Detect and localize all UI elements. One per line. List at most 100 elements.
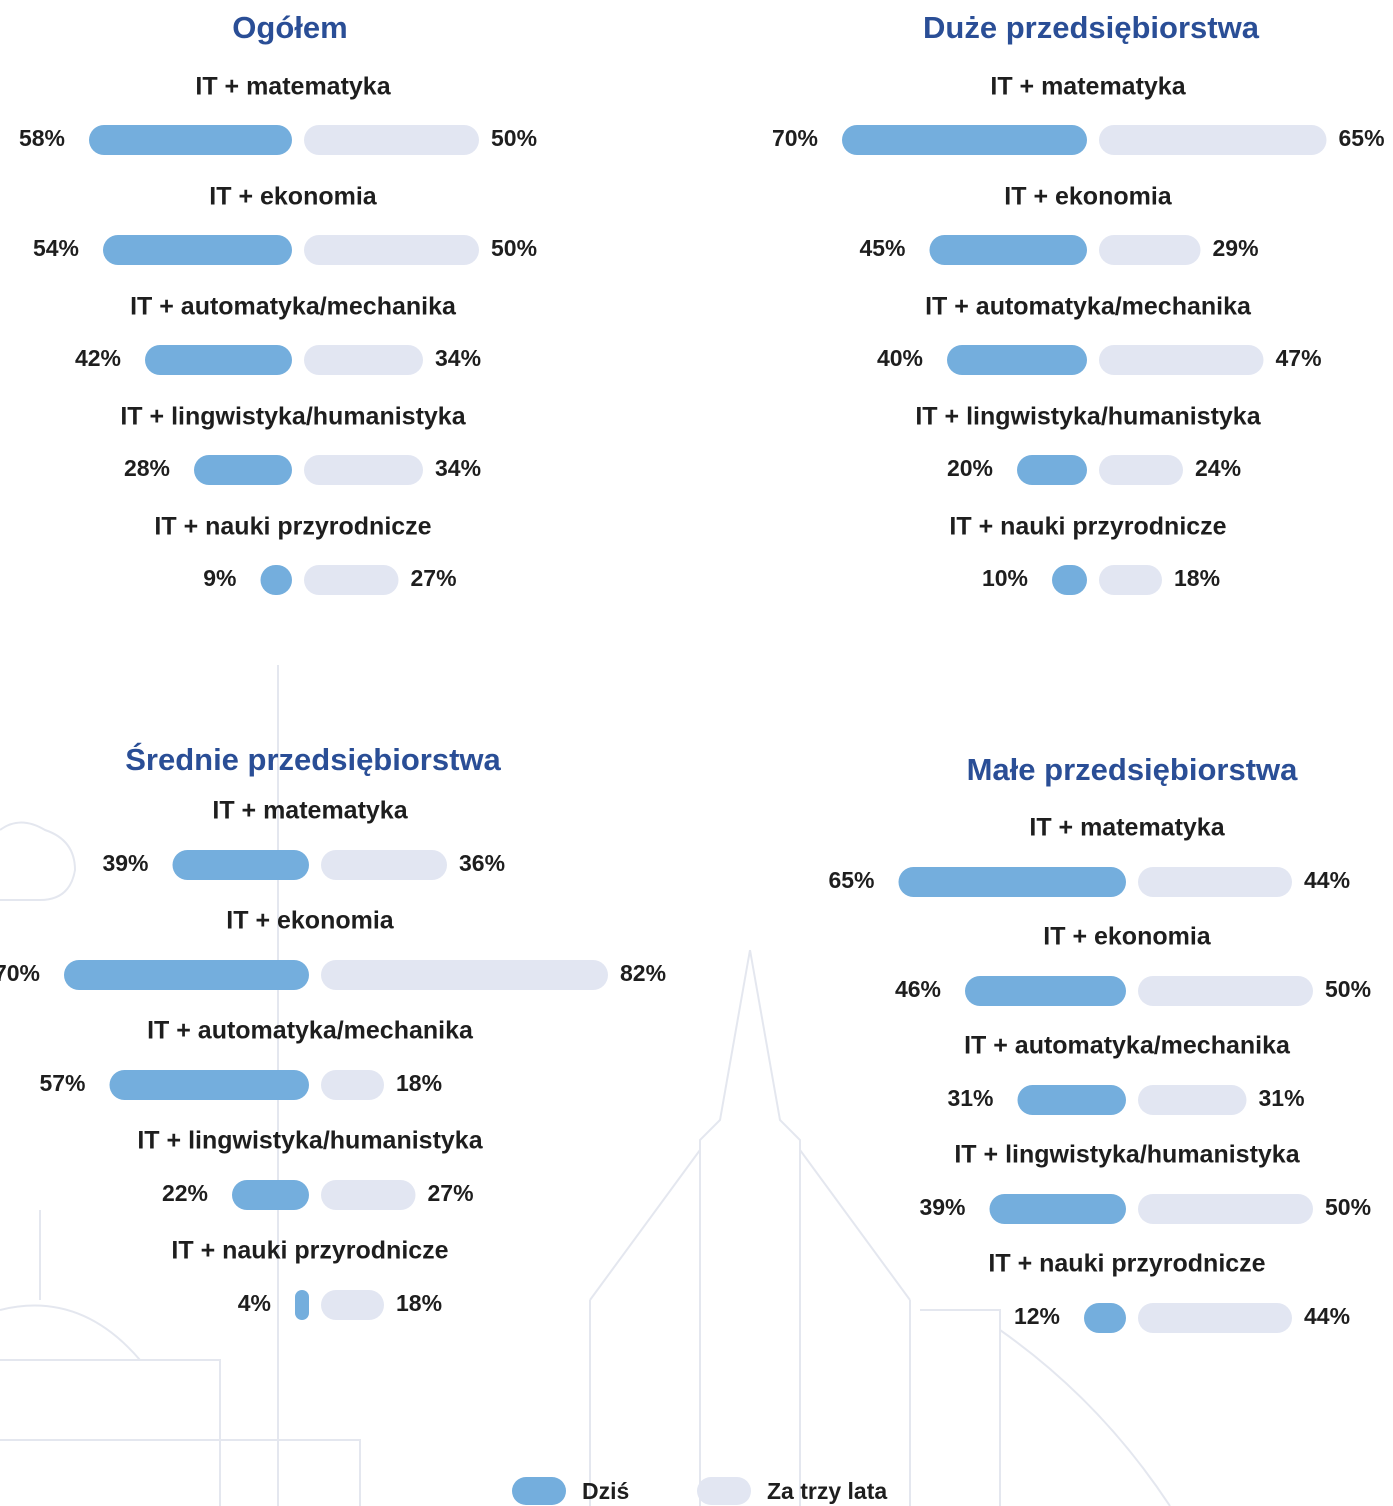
bar-today — [965, 976, 1126, 1006]
category-label: IT + automatyka/mechanika — [147, 1017, 474, 1045]
category-label: IT + nauki przyrodnicze — [949, 513, 1226, 541]
bar-future — [321, 1290, 384, 1320]
category-label: IT + ekonomia — [226, 907, 395, 935]
value-label: 24% — [1195, 455, 1241, 481]
value-label: 57% — [39, 1070, 85, 1096]
bar-future — [304, 125, 479, 155]
bar-future — [304, 235, 479, 265]
bar-future — [321, 1180, 416, 1210]
value-label: 4% — [238, 1290, 271, 1316]
bar-today — [110, 1070, 310, 1100]
bar-today — [990, 1194, 1127, 1224]
chart-title: Ogółem — [232, 10, 347, 45]
chart-title: Duże przedsiębiorstwa — [923, 10, 1260, 45]
legend-label: Za trzy lata — [767, 1478, 887, 1504]
category-label: IT + lingwistyka/humanistyka — [954, 1141, 1300, 1169]
value-label: 28% — [124, 455, 170, 481]
value-label: 65% — [828, 867, 874, 893]
bar-future — [321, 960, 608, 990]
bar-today — [232, 1180, 309, 1210]
value-label: 70% — [0, 960, 40, 986]
chart-title: Małe przedsiębiorstwa — [967, 752, 1299, 787]
bar-future — [1138, 1085, 1247, 1115]
value-label: 42% — [75, 345, 121, 371]
category-label: IT + ekonomia — [1043, 923, 1212, 951]
value-label: 50% — [491, 125, 537, 151]
category-label: IT + nauki przyrodnicze — [988, 1250, 1265, 1278]
value-label: 50% — [1325, 1194, 1371, 1220]
bar-today — [64, 960, 309, 990]
category-label: IT + matematyka — [1029, 814, 1225, 842]
legend-swatch — [697, 1477, 751, 1505]
value-label: 34% — [435, 455, 481, 481]
category-label: IT + automatyka/mechanika — [130, 293, 457, 321]
bar-future — [1138, 867, 1292, 897]
category-label: IT + matematyka — [990, 73, 1186, 101]
value-label: 9% — [203, 565, 236, 591]
value-label: 39% — [102, 850, 148, 876]
legend-swatch — [512, 1477, 566, 1505]
bar-today — [1017, 455, 1087, 485]
category-label: IT + automatyka/mechanika — [925, 293, 1252, 321]
category-label: IT + matematyka — [212, 797, 408, 825]
value-label: 70% — [772, 125, 818, 151]
bar-today — [1084, 1303, 1126, 1333]
value-label: 54% — [33, 235, 79, 261]
value-label: 31% — [1259, 1085, 1305, 1111]
bar-today — [145, 345, 292, 375]
value-label: 40% — [877, 345, 923, 371]
bar-today — [261, 565, 293, 595]
value-label: 50% — [491, 235, 537, 261]
value-label: 36% — [459, 850, 505, 876]
bar-future — [1138, 1194, 1313, 1224]
value-label: 39% — [919, 1194, 965, 1220]
bar-future — [1099, 455, 1183, 485]
value-label: 31% — [947, 1085, 993, 1111]
bar-future — [321, 1070, 384, 1100]
category-label: IT + nauki przyrodnicze — [154, 513, 431, 541]
bar-today — [194, 455, 292, 485]
bar-today — [1018, 1085, 1127, 1115]
bar-future — [1099, 345, 1264, 375]
bar-future — [1099, 125, 1327, 155]
value-label: 12% — [1014, 1303, 1060, 1329]
value-label: 46% — [895, 976, 941, 1002]
value-label: 65% — [1339, 125, 1385, 151]
value-label: 18% — [1174, 565, 1220, 591]
bar-future — [304, 565, 399, 595]
value-label: 58% — [19, 125, 65, 151]
category-label: IT + automatyka/mechanika — [964, 1032, 1291, 1060]
value-label: 20% — [947, 455, 993, 481]
bar-future — [304, 345, 423, 375]
bar-today — [103, 235, 292, 265]
bar-future — [1099, 235, 1201, 265]
bar-today — [930, 235, 1088, 265]
chart-title: Średnie przedsiębiorstwa — [125, 741, 501, 777]
category-label: IT + matematyka — [195, 73, 391, 101]
value-label: 44% — [1304, 867, 1350, 893]
value-label: 10% — [982, 565, 1028, 591]
bar-today — [1052, 565, 1087, 595]
value-label: 44% — [1304, 1303, 1350, 1329]
bar-today — [89, 125, 292, 155]
category-label: IT + ekonomia — [209, 183, 378, 211]
bar-today — [295, 1290, 309, 1320]
bar-today — [842, 125, 1087, 155]
value-label: 47% — [1276, 345, 1322, 371]
bar-future — [1138, 1303, 1292, 1333]
category-label: IT + lingwistyka/humanistyka — [120, 403, 466, 431]
legend-label: Dziś — [582, 1478, 629, 1504]
bar-future — [1138, 976, 1313, 1006]
value-label: 27% — [428, 1180, 474, 1206]
bar-future — [321, 850, 447, 880]
bar-today — [947, 345, 1087, 375]
value-label: 27% — [411, 565, 457, 591]
value-label: 45% — [859, 235, 905, 261]
bar-future — [1099, 565, 1162, 595]
bar-today — [173, 850, 310, 880]
bar-future — [304, 455, 423, 485]
category-label: IT + lingwistyka/humanistyka — [915, 403, 1261, 431]
infographic: Ogółem IT + matematyka 58% 50% IT + ekonomia… — [0, 0, 1393, 1506]
category-label: IT + ekonomia — [1004, 183, 1173, 211]
bar-today — [899, 867, 1127, 897]
